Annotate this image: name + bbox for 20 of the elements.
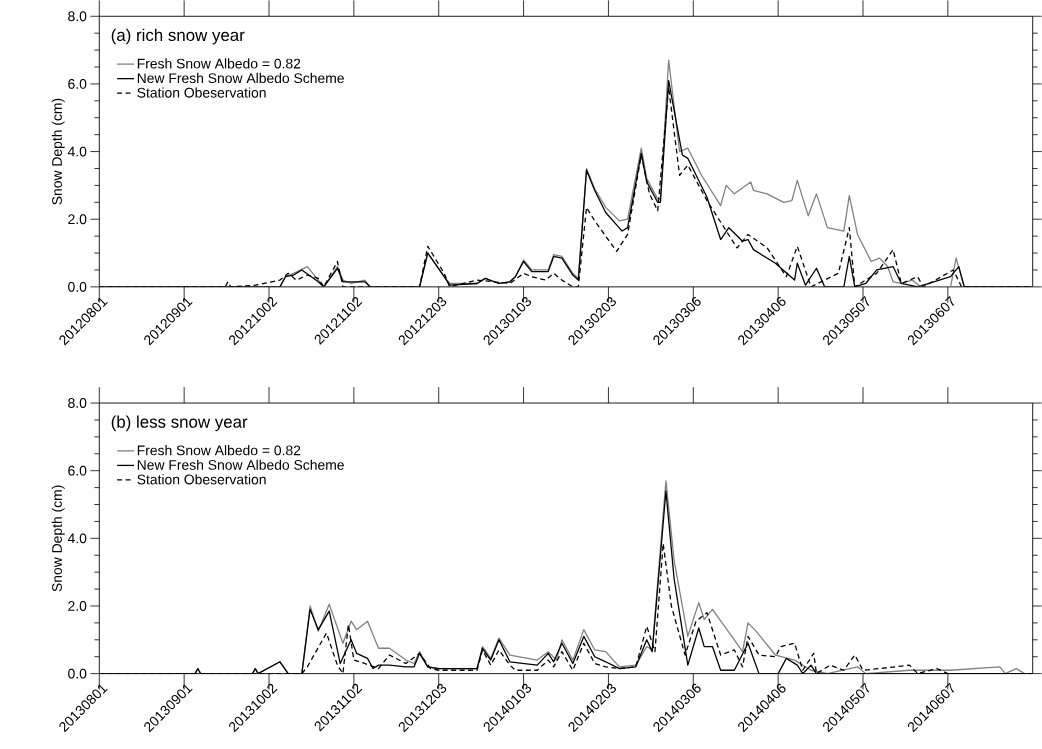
y-tick-label: 0.0 <box>68 281 87 292</box>
legend-label: Station Obeservation <box>137 474 266 485</box>
legend-label: New Fresh Snow Albedo Scheme <box>137 459 344 470</box>
legend-label: Fresh Snow Albedo = 0.82 <box>137 58 301 69</box>
y-tick-label: 8.0 <box>68 398 87 408</box>
y-axis-title: Snow Depth (cm) <box>51 485 65 592</box>
text: (b) less snow year <box>111 415 248 432</box>
y-tick-label: 2.0 <box>68 601 87 611</box>
y-tick-label: 0.0 <box>68 668 87 679</box>
legend-label: New Fresh Snow Albedo Scheme <box>137 72 344 84</box>
y-tick-label: 4.0 <box>67 533 87 544</box>
y-tick-label: 2.0 <box>68 214 87 225</box>
y-tick-label: 4.0 <box>67 146 87 157</box>
y-tick-label: 6.0 <box>68 465 87 476</box>
y-tick-label: 8.0 <box>68 11 87 22</box>
legend-label: Station Obeservation <box>137 87 266 98</box>
y-tick-label: 6.0 <box>68 78 87 89</box>
y-axis-title: Snow Depth (cm) <box>51 98 65 205</box>
text: (a) rich snow year <box>111 28 245 45</box>
legend-label: Fresh Snow Albedo = 0.82 <box>137 445 301 456</box>
